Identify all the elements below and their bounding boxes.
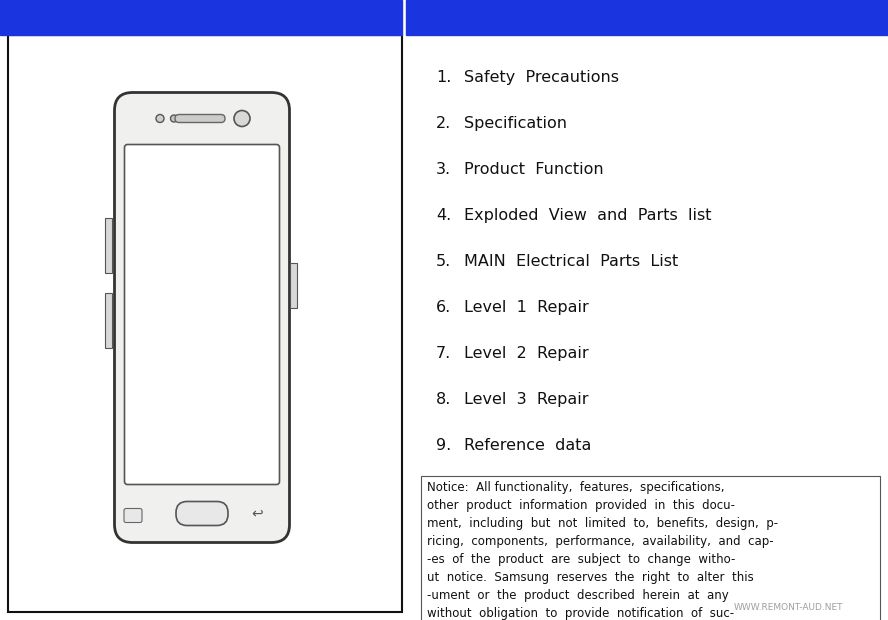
Text: 5.: 5. (436, 254, 451, 269)
Text: Safety  Precautions: Safety Precautions (464, 70, 619, 85)
Circle shape (234, 110, 250, 126)
Text: Level  1  Repair: Level 1 Repair (464, 300, 589, 315)
Text: 4.: 4. (436, 208, 451, 223)
Text: 3.: 3. (436, 162, 451, 177)
Bar (105, 218, 112, 273)
Text: ↩: ↩ (251, 507, 263, 521)
Bar (421, 476, 880, 620)
FancyBboxPatch shape (115, 92, 289, 542)
Text: 6.: 6. (436, 300, 451, 315)
Text: 8.: 8. (436, 392, 451, 407)
Text: Level  2  Repair: Level 2 Repair (464, 346, 589, 361)
Circle shape (170, 115, 178, 122)
Text: MAIN  Electrical  Parts  List: MAIN Electrical Parts List (464, 254, 678, 269)
Circle shape (156, 115, 164, 123)
Text: Wireless  Device: Wireless Device (114, 8, 289, 27)
Circle shape (180, 115, 187, 122)
Text: 9.: 9. (436, 438, 451, 453)
Text: WWW.REMONT-AUD.NET: WWW.REMONT-AUD.NET (733, 603, 843, 612)
Text: Level  3  Repair: Level 3 Repair (464, 392, 589, 407)
FancyBboxPatch shape (176, 502, 228, 526)
Bar (406, 0, 888, 35)
FancyBboxPatch shape (124, 508, 142, 523)
Text: Notice:  All functionality,  features,  specifications,
other  product  informat: Notice: All functionality, features, spe… (427, 481, 778, 620)
Text: 7.: 7. (436, 346, 451, 361)
Bar (105, 293, 112, 347)
FancyBboxPatch shape (124, 144, 280, 484)
Text: CONTENTS: CONTENTS (591, 8, 703, 27)
Bar (0, 0, 402, 35)
Bar (8, 35, 402, 612)
Bar (289, 262, 297, 308)
Text: Specification: Specification (464, 116, 567, 131)
Text: 1.: 1. (436, 70, 451, 85)
Text: Product  Function: Product Function (464, 162, 604, 177)
FancyBboxPatch shape (175, 115, 225, 123)
Text: 2.: 2. (436, 116, 451, 131)
Text: Reference  data: Reference data (464, 438, 591, 453)
Text: Exploded  View  and  Parts  list: Exploded View and Parts list (464, 208, 711, 223)
